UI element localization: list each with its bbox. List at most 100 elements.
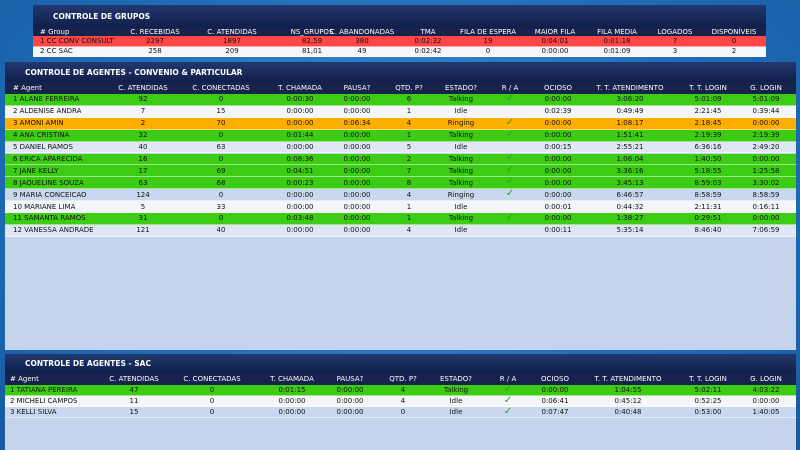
table-cell: 0:00:00 — [343, 166, 371, 175]
column-header: OCIOSO — [544, 83, 572, 92]
table-cell: 0 — [400, 408, 406, 416]
table-cell: 3:06:20 — [616, 95, 644, 104]
table-row: 1 TATIANA PEREIRA 47 0 0:01:15 0:00:00 4 Talki… — [5, 383, 796, 396]
column-header: C. CONECTADAS — [192, 83, 250, 92]
table-cell: 5 — [140, 202, 146, 211]
table-cell: 0 — [485, 47, 491, 56]
table-cell: 6 ERICA APARECIDA — [13, 154, 83, 163]
table-cell: 2 — [406, 154, 412, 163]
sac-panel: CONTROLE DE AGENTES - SAC # Agent C. ATEND… — [5, 354, 796, 450]
table-cell: 70 — [216, 119, 226, 128]
table-cell: 0:00:00 — [343, 154, 371, 163]
table-row: 12 VANESSA ANDRADE 121 40 0:00:00 0:00:00 4 Id… — [5, 224, 796, 237]
table-cell: 0 — [218, 131, 224, 140]
table-cell: 5 DANIEL RAMOS — [13, 143, 73, 152]
table-cell: 258 — [148, 47, 162, 56]
table-cell: 121 — [136, 226, 150, 235]
table-cell: 6:36:16 — [694, 143, 722, 152]
table-cell: 4 — [406, 119, 412, 128]
table-cell: 0:00:00 — [544, 166, 572, 175]
table-cell: 7 — [140, 107, 146, 116]
table-cell: 0:00:00 — [278, 397, 306, 405]
table-cell: 1:40:05 — [752, 408, 780, 416]
table-cell: 0:02:42 — [414, 47, 442, 56]
column-header: # Group — [40, 27, 70, 36]
table-cell: 0:00:00 — [286, 143, 314, 152]
table-cell: 4 — [400, 397, 406, 405]
column-header: QTD. P? — [389, 374, 417, 383]
table-cell: 3:30:02 — [752, 178, 780, 187]
column-header: ESTADO? — [444, 83, 478, 92]
table-cell: 0:52:25 — [694, 397, 722, 405]
table-cell: 15 — [129, 408, 139, 416]
table-cell: Idle — [454, 202, 468, 211]
table-cell: 0:00:00 — [541, 47, 569, 56]
table-cell: 380 — [355, 36, 369, 45]
column-header: TMA — [420, 27, 436, 36]
column-header: G. LOGIN — [750, 83, 782, 92]
table-cell: 1 ALANE FERREIRA — [13, 95, 80, 104]
table-cell: 5:02:11 — [694, 386, 722, 394]
table-cell: 0:04:51 — [286, 166, 314, 175]
table-cell: 4:03:22 — [752, 386, 780, 394]
table-cell: 0:02:32 — [414, 36, 442, 45]
table-cell: 1 — [406, 214, 412, 223]
column-header: MAIOR FILA — [534, 27, 576, 36]
column-header: T. T. LOGIN — [689, 374, 727, 383]
table-cell: Idle — [449, 408, 463, 416]
table-cell: 0 — [218, 214, 224, 223]
table-cell: 7 — [672, 36, 678, 45]
column-header: PAUSA? — [343, 83, 371, 92]
table-cell: 8:58:59 — [694, 190, 722, 199]
table-cell: 3:45:13 — [616, 178, 644, 187]
column-header: T. T. LOGIN — [689, 83, 727, 92]
table-cell: 0:00:00 — [286, 190, 314, 199]
status-check: ✓ — [503, 383, 513, 395]
table-cell: 2 MICHELI CAMPOS — [10, 397, 78, 405]
table-cell: 40 — [138, 143, 148, 152]
table-cell: 0:00:00 — [752, 154, 780, 163]
table-cell: 10 MARIANE LIMA — [13, 202, 76, 211]
table-cell: 81,01 — [301, 47, 323, 56]
table-cell: 2 — [731, 47, 737, 56]
table-cell: 11 — [129, 397, 139, 405]
table-cell: Talking — [448, 131, 474, 140]
table-cell: 4 — [406, 226, 412, 235]
table-cell: Ringing — [447, 190, 475, 199]
table-cell: 40 — [216, 226, 226, 235]
column-header: G. LOGIN — [750, 374, 782, 383]
table-cell: 8:59:03 — [694, 178, 722, 187]
table-cell: 0:07:47 — [541, 408, 569, 416]
table-cell: 0:39:44 — [752, 107, 780, 116]
table-row: 3 KELLI SILVA 15 0 0:00:00 0:00:00 0 Idle ✓ 0:07… — [5, 406, 796, 418]
table-cell: 0:00:01 — [544, 202, 572, 211]
table-cell: 5:01:09 — [752, 95, 780, 104]
table-cell: 2:18:45 — [694, 119, 722, 128]
header-row: # Group C. RECEBIDAS C. ATENDIDAS NS_GRUPOS… — [33, 28, 766, 36]
status-check: ✓ — [505, 152, 515, 164]
table-cell: 0:00:00 — [286, 119, 314, 128]
table-cell: 0:00:00 — [336, 408, 364, 416]
table-cell: 2 CC SAC — [40, 47, 73, 56]
table-cell: 8 JAQUELINE SOUZA — [13, 178, 84, 187]
table-cell: 0:00:00 — [343, 107, 371, 116]
table-cell: 0:00:00 — [343, 226, 371, 235]
table-cell: 1897 — [223, 36, 241, 45]
table-cell: 0:03:48 — [286, 214, 314, 223]
table-cell: 0:16:11 — [752, 202, 780, 211]
table-cell: 0:00:11 — [544, 226, 572, 235]
table-cell: 19 — [483, 36, 493, 45]
table-cell: 0 — [209, 386, 215, 394]
table-cell: 63 — [138, 178, 148, 187]
table-cell: 0:01:44 — [286, 131, 314, 140]
table-cell: 69 — [216, 166, 226, 175]
table-cell: 0:08:36 — [286, 154, 314, 163]
table-cell: 0:00:15 — [544, 143, 572, 152]
table-cell: 2:19:39 — [752, 131, 780, 140]
status-check: ✓ — [505, 128, 515, 140]
table-cell: 2 ALDENISE ANDRA — [13, 107, 82, 116]
table-cell: 0 — [218, 154, 224, 163]
table-row: 2 CC SAC 258 209 81,01 49 0:02:42 0 0:00:00 0:01… — [33, 46, 766, 57]
column-header: C. CONECTADAS — [183, 374, 241, 383]
column-header: C. ATENDIDAS — [207, 27, 257, 36]
